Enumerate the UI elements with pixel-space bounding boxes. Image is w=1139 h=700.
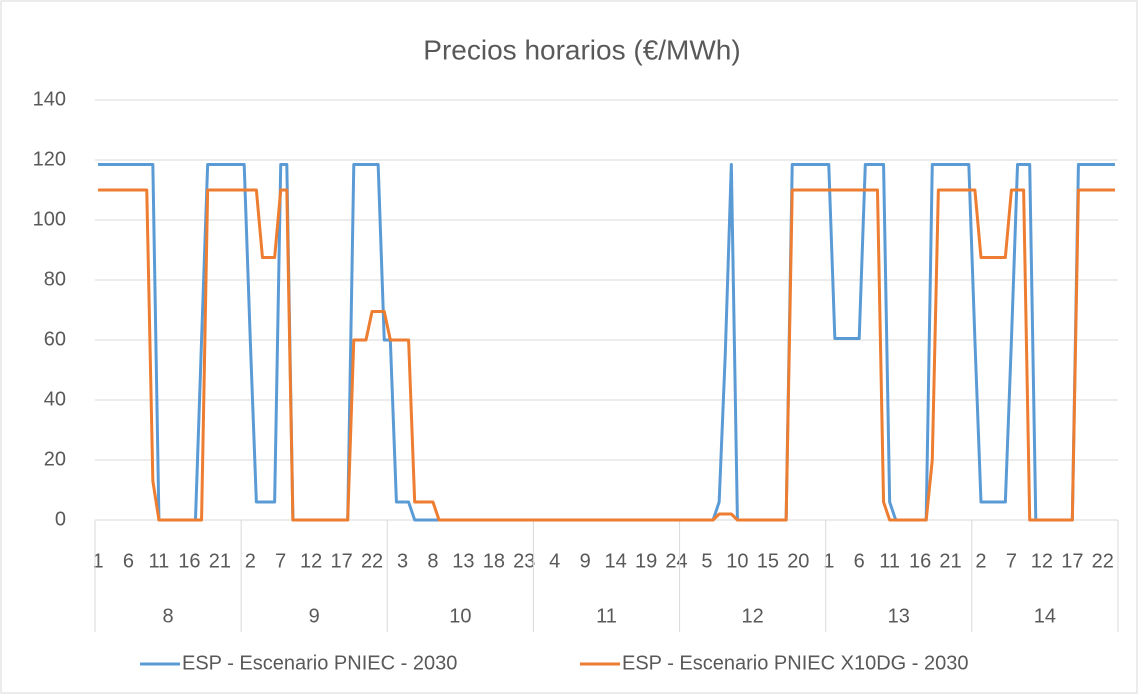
y-tick-label: 120 — [33, 148, 66, 170]
x-tick-label: 1 — [823, 550, 834, 572]
x-tick-label: 12 — [300, 550, 322, 572]
group-label: 11 — [596, 605, 617, 627]
x-tick-label: 1 — [92, 550, 103, 572]
x-tick-label: 3 — [397, 550, 408, 572]
y-tick-label: 80 — [44, 268, 66, 290]
y-tick-label: 0 — [55, 508, 66, 530]
x-tick-label: 14 — [605, 550, 627, 572]
legend-label: ESP - Escenario PNIEC X10DG - 2030 — [622, 652, 968, 674]
x-tick-label: 24 — [665, 550, 687, 572]
x-tick-label: 19 — [635, 550, 657, 572]
group-label: 9 — [309, 605, 320, 627]
x-tick-label: 7 — [1006, 550, 1017, 572]
x-tick-label: 8 — [427, 550, 438, 572]
legend-label: ESP - Escenario PNIEC - 2030 — [182, 652, 457, 674]
x-tick-label: 11 — [879, 550, 900, 572]
x-tick-label: 7 — [275, 550, 286, 572]
group-label: 13 — [888, 605, 910, 627]
chart-title: Precios horarios (€/MWh) — [423, 34, 740, 65]
x-tick-label: 12 — [1031, 550, 1053, 572]
group-label: 8 — [163, 605, 174, 627]
series-line — [98, 188, 1115, 522]
x-tick-label: 22 — [1092, 550, 1114, 572]
y-tick-label: 60 — [44, 328, 66, 350]
x-tick-label: 18 — [483, 550, 505, 572]
x-tick-label: 11 — [149, 550, 170, 572]
x-tick-label: 4 — [549, 550, 560, 572]
y-tick-label: 100 — [33, 208, 66, 230]
x-tick-label: 16 — [909, 550, 931, 572]
x-tick-label: 13 — [452, 550, 474, 572]
x-tick-label: 15 — [757, 550, 779, 572]
x-tick-label: 2 — [245, 550, 256, 572]
x-tick-label: 6 — [123, 550, 134, 572]
y-tick-label: 20 — [44, 448, 66, 470]
group-label: 12 — [742, 605, 764, 627]
y-tick-label: 40 — [44, 388, 66, 410]
group-label: 14 — [1034, 605, 1056, 627]
x-tick-label: 23 — [513, 550, 535, 572]
x-tick-label: 2 — [975, 550, 986, 572]
x-tick-label: 9 — [580, 550, 591, 572]
x-tick-label: 10 — [726, 550, 748, 572]
group-label: 10 — [449, 605, 471, 627]
x-tick-label: 16 — [178, 550, 200, 572]
y-tick-label: 140 — [33, 88, 66, 110]
x-tick-label: 5 — [701, 550, 712, 572]
x-tick-label: 21 — [939, 550, 961, 572]
x-tick-label: 20 — [787, 550, 809, 572]
x-tick-label: 17 — [330, 550, 352, 572]
x-tick-label: 21 — [209, 550, 231, 572]
x-tick-label: 6 — [854, 550, 865, 572]
x-tick-label: 22 — [361, 550, 383, 572]
x-tick-label: 17 — [1061, 550, 1083, 572]
